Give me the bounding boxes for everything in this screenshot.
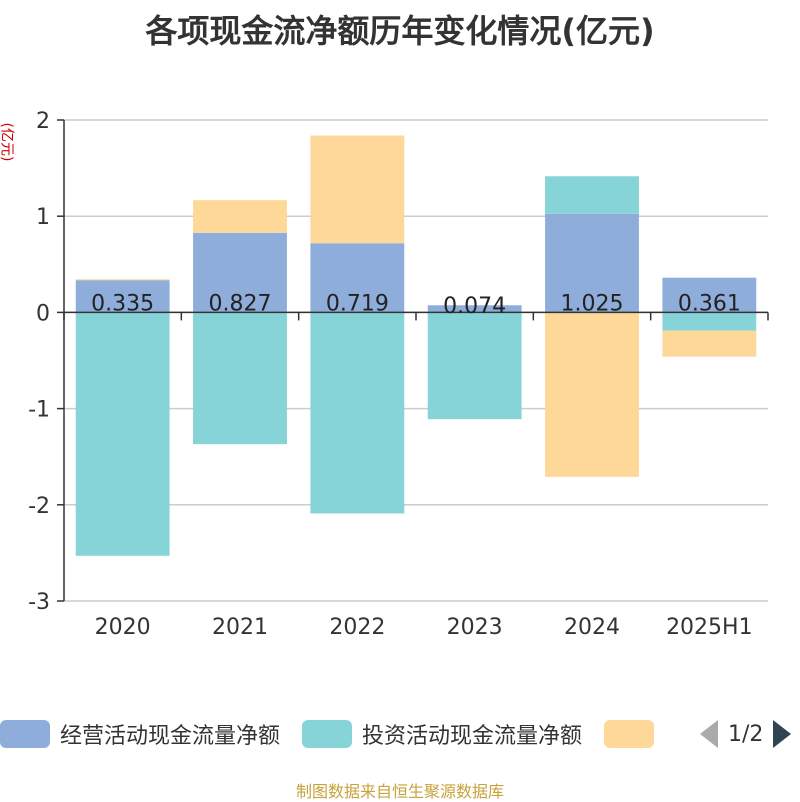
bar-financing-2021[interactable] [193,200,287,233]
x-tick-label: 2025H1 [666,615,753,640]
legend-prev-page-icon[interactable] [700,720,718,748]
legend: 经营活动现金流量净额 投资活动现金流量净额 1/2 [0,717,800,751]
data-label-operating: 0.335 [91,291,154,316]
x-tick-label: 2023 [447,615,503,640]
bar-investing-2021[interactable] [193,312,287,445]
legend-pager: 1/2 [700,717,792,751]
bar-financing-2024[interactable] [545,312,639,477]
legend-swatch-operating [0,720,50,748]
bar-operating-2020[interactable] [75,280,170,313]
chart-title: 各项现金流净额历年变化情况(亿元) [145,12,655,50]
chart-plot: 2 1 0 -1 -2 -3 2020 0.335 2021 0.827 2022 0.719 2023… [28,109,769,640]
legend-swatch-financing [604,720,655,748]
x-tick-label: 2021 [212,615,268,640]
bar-layer [75,135,757,556]
axis-layer [57,119,769,602]
legend-label-operating: 经营活动现金流量净额 [60,724,281,749]
bar-investing-2020[interactable] [75,312,170,556]
legend-next-page-icon[interactable] [773,720,792,748]
bar-operating-2022[interactable] [310,243,405,313]
label-layer: 2 1 0 -1 -2 -3 2020 0.335 2021 0.827 2022 0.719 2023… [28,109,753,640]
y-tick-label: -3 [28,590,50,615]
legend-label-investing: 投资活动现金流量净额 [362,724,583,749]
bar-financing-2025H1[interactable] [662,330,757,357]
data-source-note: 制图数据来自恒生聚源数据库 [295,782,504,801]
y-tick-label: 1 [36,205,50,230]
data-label-operating: 0.719 [326,291,389,316]
bar-operating-2023[interactable] [427,305,522,313]
y-tick-label: 2 [36,109,50,134]
bar-investing-2024[interactable] [545,176,639,214]
data-label-operating: 1.025 [561,291,624,316]
bar-financing-2022[interactable] [310,135,405,244]
legend-item-financing[interactable] [604,720,664,748]
bar-operating-2024[interactable] [545,213,639,313]
x-tick-label: 2022 [329,615,385,640]
bar-investing-2025H1[interactable] [662,312,757,331]
x-tick-label: 2020 [95,615,151,640]
legend-item-operating[interactable]: 经营活动现金流量净额 [0,718,280,750]
data-label-operating: 0.074 [443,294,506,319]
legend-swatch-investing [302,720,353,748]
x-tick-label: 2024 [564,615,620,640]
y-tick-label: 0 [36,301,50,326]
legend-item-investing[interactable]: 投资活动现金流量净额 [302,718,582,750]
y-tick-label: -2 [28,494,50,519]
bar-investing-2022[interactable] [310,312,405,514]
y-tick-label: -1 [28,398,50,423]
data-label-operating: 0.361 [678,291,741,316]
data-label-operating: 0.827 [209,291,272,316]
bar-operating-2025H1[interactable] [662,277,757,313]
bar-financing-2020[interactable] [75,279,170,281]
bar-operating-2021[interactable] [193,232,287,313]
legend-page-indicator: 1/2 [728,721,764,747]
bar-investing-2023[interactable] [427,312,522,420]
